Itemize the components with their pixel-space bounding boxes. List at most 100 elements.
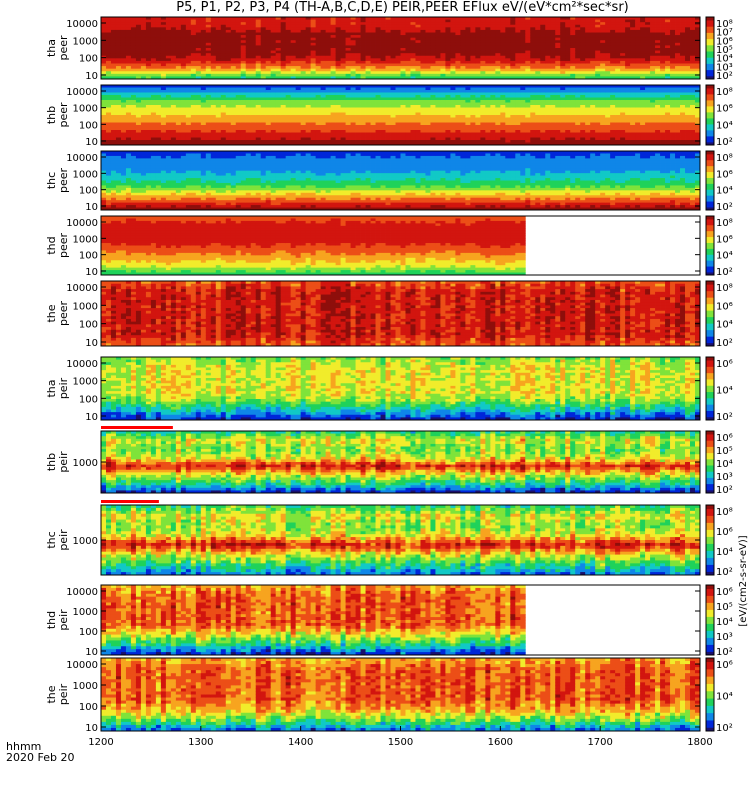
spectrogram-cell: [105, 110, 112, 113]
spectrogram-cell: [330, 105, 337, 108]
spectrogram-cell: [230, 35, 237, 39]
spectrogram-cell: [330, 48, 337, 51]
spectrogram-cell: [400, 110, 406, 113]
spectrogram-cell: [125, 110, 132, 113]
spectrogram-cell: [125, 90, 132, 93]
spectrogram-cell: [275, 105, 282, 108]
spectrogram-cell: [250, 100, 257, 103]
spectrogram-cell: [320, 130, 327, 133]
spectrogram-cell: [605, 32, 611, 36]
spectrogram-cell: [255, 110, 262, 113]
spectrogram-cell: [290, 97, 297, 101]
spectrogram-cell: [395, 105, 401, 108]
spectrogram-cell: [210, 17, 217, 20]
spectrogram-cell: [205, 125, 212, 128]
spectrogram-cell: [385, 132, 391, 136]
spectrogram-cell: [565, 58, 571, 62]
spectrogram-cell: [285, 55, 292, 59]
spectrogram-cell: [390, 22, 396, 26]
spectrogram-cell: [445, 125, 451, 128]
spectrogram-cell: [325, 71, 332, 75]
spectrogram-cell: [660, 55, 666, 59]
spectrogram-cell: [420, 35, 426, 39]
spectrogram-cell: [600, 35, 606, 39]
spectrogram-cell: [195, 135, 202, 138]
spectrogram-cell: [630, 63, 636, 67]
spectrogram-cell: [600, 50, 606, 54]
spectrogram-cell: [625, 60, 631, 64]
spectrogram-cell: [415, 135, 421, 138]
spectrogram-cell: [340, 60, 346, 64]
spectrogram-cell: [465, 22, 471, 26]
spectrogram-cell: [475, 125, 481, 128]
spectrogram-cell: [155, 117, 162, 121]
spectrogram-cell: [260, 45, 267, 49]
spectrogram-cell: [430, 40, 436, 44]
spectrogram-cell: [510, 66, 516, 70]
spectrogram-cell: [325, 90, 332, 93]
spectrogram-cell: [490, 125, 496, 128]
spectrogram-cell: [215, 112, 222, 116]
spectrogram-cell: [555, 35, 561, 39]
spectrogram-cell: [455, 112, 461, 116]
spectrogram-cell: [400, 100, 406, 103]
spectrogram-cell: [435, 140, 441, 143]
spectrogram-cell: [185, 120, 192, 123]
spectrogram-cell: [315, 71, 322, 75]
spectrogram-cell: [195, 95, 202, 98]
spectrogram-cell: [410, 66, 416, 70]
spectrogram-cell: [510, 87, 516, 91]
spectrogram-cell: [205, 76, 212, 80]
spectrogram-cell: [360, 27, 366, 31]
spectrogram-cell: [580, 71, 586, 75]
spectrogram-cell: [125, 112, 132, 116]
spectrogram-cell: [145, 117, 152, 121]
spectrogram-cell: [540, 22, 546, 26]
spectrogram-cell: [455, 37, 461, 41]
spectrogram-cell: [280, 100, 287, 103]
spectrogram-cell: [260, 73, 267, 77]
spectrogram-cell: [375, 66, 381, 70]
spectrogram-cell: [480, 127, 486, 131]
spectrogram-cell: [130, 45, 137, 49]
spectrogram-cell: [440, 85, 446, 88]
spectrogram-cell: [400, 102, 406, 106]
spectrogram-cell: [320, 58, 327, 62]
spectrogram-cell: [275, 122, 282, 126]
spectrogram-cell: [205, 40, 212, 44]
spectrogram-cell: [425, 125, 431, 128]
spectrogram-cell: [285, 137, 292, 141]
spectrogram-cell: [320, 55, 327, 59]
spectrogram-cell: [245, 132, 252, 136]
spectrogram-cell: [485, 97, 491, 101]
spectrogram-cell: [420, 102, 426, 106]
spectrogram-cell: [275, 76, 282, 80]
spectrogram-cell: [670, 58, 676, 62]
spectrogram-cell: [340, 102, 346, 106]
spectrogram-cell: [605, 60, 611, 64]
spectrogram-cell: [400, 48, 406, 51]
spectrogram-cell: [210, 115, 217, 118]
spectrogram-cell: [495, 115, 501, 118]
spectrogram-cell: [255, 100, 262, 103]
spectrogram-cell: [680, 37, 686, 41]
spectrogram-cell: [395, 17, 401, 20]
spectrogram-cell: [665, 45, 671, 49]
spectrogram-cell: [490, 90, 496, 93]
spectrogram-cell: [600, 76, 606, 80]
spectrogram-cell: [260, 90, 267, 93]
spectrogram-cell: [420, 76, 426, 80]
spectrogram-cell: [540, 60, 546, 64]
spectrogram-cell: [170, 127, 177, 131]
spectrogram-cell: [360, 50, 366, 54]
spectrogram-cell: [355, 95, 361, 98]
spectrogram-cell: [435, 137, 441, 141]
spectrogram-cell: [185, 68, 192, 72]
spectrogram-cell: [545, 22, 551, 26]
spectrogram-cell: [430, 142, 436, 146]
spectrogram-cell: [330, 120, 337, 123]
spectrogram-cell: [350, 29, 356, 33]
spectrogram-cell: [485, 55, 491, 59]
spectrogram-cell: [385, 19, 391, 23]
spectrogram-cell: [190, 40, 197, 44]
